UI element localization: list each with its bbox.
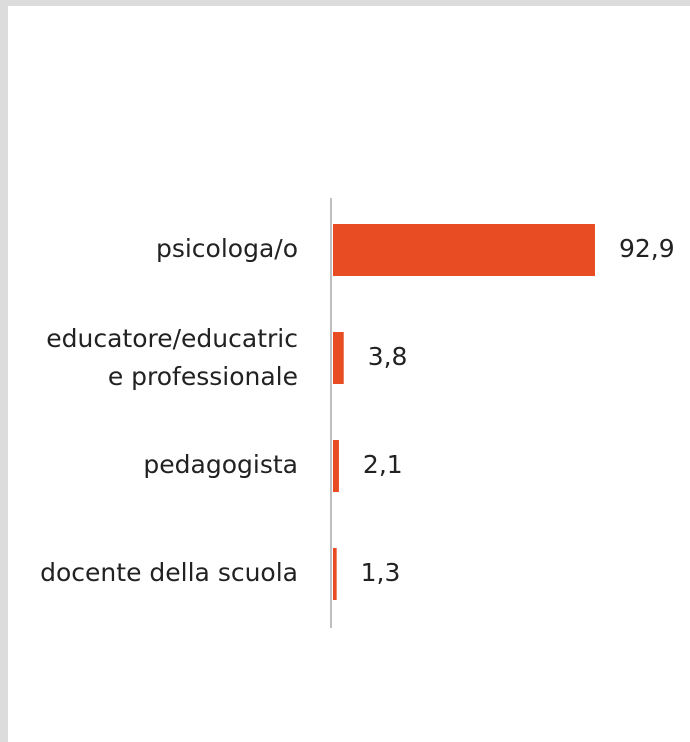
data-label: 2,1 <box>363 450 403 479</box>
y-tick-label: pedagogista <box>143 450 298 479</box>
y-tick-label: docente della scuola <box>40 558 298 587</box>
data-label: 1,3 <box>361 558 401 587</box>
data-label: 92,9 <box>619 234 675 263</box>
bar <box>333 440 339 492</box>
label-line: e professionale <box>108 362 298 391</box>
label-line: educatore/educatric <box>46 324 298 353</box>
bar <box>333 548 337 600</box>
bar <box>333 224 595 276</box>
data-label: 3,8 <box>368 342 408 371</box>
y-tick-label: psicologa/o <box>156 234 298 263</box>
chart: psicologa/o 92,9 educatore/educatric e prof… <box>0 0 690 742</box>
bar <box>333 332 344 384</box>
